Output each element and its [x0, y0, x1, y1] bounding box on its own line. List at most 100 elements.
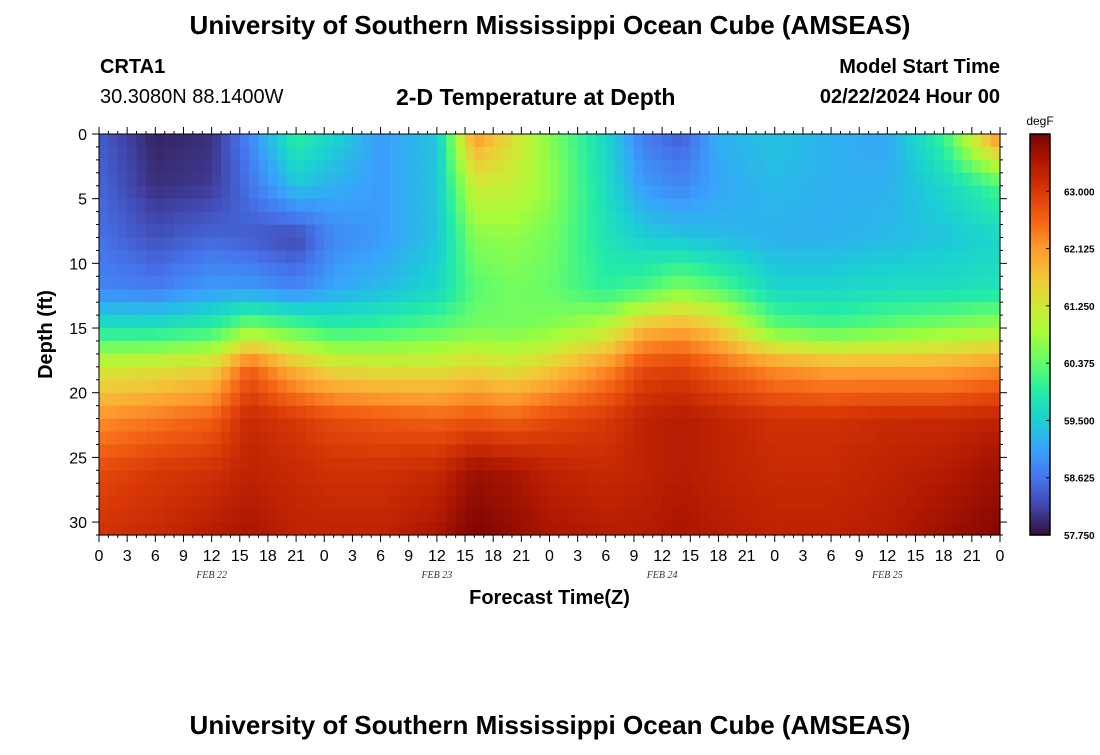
heatmap-cell — [136, 224, 147, 239]
heatmap-cell — [558, 263, 569, 277]
colorbar-swatch — [1030, 460, 1050, 464]
heatmap-cell — [718, 431, 729, 446]
heatmap-cell — [155, 302, 166, 316]
heatmap-cell — [765, 444, 776, 458]
heatmap-cell — [877, 276, 888, 290]
heatmap-cell — [577, 134, 588, 148]
colorbar-swatch — [1030, 420, 1050, 424]
heatmap-cell — [183, 289, 194, 303]
heatmap-cell — [821, 198, 832, 213]
colorbar-swatch — [1030, 192, 1050, 195]
heatmap-cell — [877, 250, 888, 264]
heatmap-cell — [408, 483, 419, 497]
heatmap-cell — [145, 392, 156, 407]
heatmap-cell — [737, 340, 748, 355]
heatmap-cell — [568, 340, 579, 355]
heatmap-cell — [774, 146, 785, 161]
heatmap-cell — [343, 250, 354, 264]
heatmap-cell — [465, 315, 476, 329]
heatmap-cell — [502, 159, 513, 174]
heatmap-cell — [521, 509, 532, 523]
heatmap-cell — [99, 276, 109, 290]
heatmap-cell — [774, 496, 785, 510]
heatmap-cell — [577, 315, 588, 329]
heatmap-cell — [868, 250, 879, 264]
heatmap-cell — [324, 392, 335, 407]
heatmap-cell — [99, 315, 109, 329]
heatmap-cell — [192, 263, 203, 277]
heatmap-cell — [136, 237, 147, 252]
heatmap-cell — [896, 522, 907, 536]
heatmap-cell — [990, 444, 1001, 458]
heatmap-cell — [418, 496, 429, 510]
x-tick-label: 12 — [203, 548, 221, 565]
heatmap-cell — [746, 353, 757, 368]
heatmap-cell — [333, 159, 344, 174]
colorbar-swatch — [1030, 218, 1050, 221]
heatmap-cell — [624, 405, 635, 420]
heatmap-cell — [117, 172, 128, 187]
heatmap-cell — [427, 366, 438, 381]
heatmap-cell — [831, 418, 842, 433]
heatmap-cell — [877, 418, 888, 433]
heatmap-cell — [465, 483, 476, 497]
heatmap-cell — [267, 457, 278, 471]
heatmap-cell — [296, 211, 307, 226]
heatmap-cell — [718, 444, 729, 458]
heatmap-cell — [427, 172, 438, 187]
heatmap-cell — [249, 353, 260, 368]
heatmap-cell — [408, 509, 419, 523]
heatmap-cell — [755, 379, 766, 394]
heatmap-cell — [718, 134, 729, 148]
heatmap-cell — [267, 224, 278, 239]
heatmap-cell — [511, 134, 522, 148]
heatmap-cell — [230, 431, 241, 446]
heatmap-cell — [587, 263, 598, 277]
heatmap-cell — [249, 250, 260, 264]
heatmap-cell — [906, 509, 917, 523]
heatmap-cell — [643, 289, 654, 303]
colorbar-swatch — [1030, 400, 1050, 404]
heatmap-cell — [192, 302, 203, 316]
heatmap-cell — [380, 315, 391, 329]
heatmap-cell — [906, 289, 917, 303]
heatmap-cell — [953, 509, 964, 523]
heatmap-cell — [145, 353, 156, 368]
x-tick-label: 15 — [681, 548, 699, 565]
heatmap-cell — [521, 263, 532, 277]
heatmap-cell — [455, 431, 466, 446]
heatmap-cell — [877, 379, 888, 394]
heatmap-cell — [699, 392, 710, 407]
heatmap-cell — [230, 340, 241, 355]
heatmap-cell — [924, 224, 935, 239]
heatmap-cell — [755, 185, 766, 200]
colorbar-swatch — [1030, 250, 1050, 253]
heatmap-cell — [971, 211, 982, 226]
x-tick-label: 21 — [512, 548, 530, 565]
heatmap-cell — [727, 172, 738, 187]
heatmap-cell — [690, 263, 701, 277]
heatmap-cell — [680, 263, 691, 277]
heatmap-cell — [549, 211, 560, 226]
heatmap-cell — [399, 379, 410, 394]
heatmap-cell — [615, 431, 626, 446]
heatmap-cell — [981, 276, 992, 290]
heatmap-cell — [164, 198, 175, 213]
heatmap-cell — [183, 405, 194, 420]
heatmap-cell — [155, 276, 166, 290]
heatmap-cell — [812, 431, 823, 446]
heatmap-cell — [371, 237, 382, 252]
heatmap-cell — [605, 250, 616, 264]
heatmap-cell — [915, 250, 926, 264]
heatmap-cell — [343, 353, 354, 368]
heatmap-cell — [812, 509, 823, 523]
heatmap-cell — [164, 353, 175, 368]
colorbar-swatch — [1030, 142, 1050, 145]
heatmap-cell — [474, 159, 485, 174]
heatmap-cell — [249, 340, 260, 355]
heatmap-cell — [680, 353, 691, 368]
heatmap-cell — [887, 315, 898, 329]
heatmap-cell — [680, 328, 691, 342]
heatmap-cell — [577, 224, 588, 239]
heatmap-cell — [202, 146, 213, 161]
